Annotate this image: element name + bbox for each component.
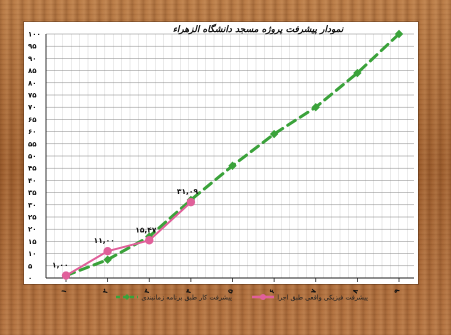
y-tick-label: ۲۰ [28, 226, 37, 234]
data-label: ۱۵,۴۷ [135, 225, 157, 234]
x-tick-label: ۶ [268, 288, 277, 295]
x-tick-label: ۷ [309, 287, 318, 294]
legend-swatch-marker [260, 294, 266, 300]
data-label: ۱,۰۰ [52, 261, 69, 270]
y-tick-label: ۷۰ [28, 104, 37, 112]
x-tick-label: ۳ [143, 287, 152, 294]
y-tick-label: ۴۵ [28, 165, 37, 173]
series-point-0 [103, 255, 112, 264]
series-point-0 [353, 68, 362, 78]
series-point-1 [103, 246, 112, 256]
y-tick-label: ۰ [28, 275, 32, 283]
data-label: ۳۱,۰۹ [177, 187, 199, 196]
y-tick-label: ۹۵ [28, 43, 37, 51]
x-tick-label: ۵ [226, 287, 235, 294]
y-tick-label: ۲۵ [28, 214, 37, 222]
y-tick-label: ۵ [28, 262, 33, 270]
series-line-1 [65, 201, 192, 277]
y-tick-label: ۶۵ [28, 116, 37, 124]
x-tick-label: ۲ [101, 287, 110, 294]
y-tick-label: ۵۵ [28, 140, 37, 148]
x-tick-label: ۹ [393, 287, 402, 294]
y-tick-label: ۵۰ [28, 153, 37, 161]
data-label: ۱۱,۰۰ [94, 236, 115, 245]
plot-panel [24, 22, 418, 284]
series-point-0 [269, 129, 279, 139]
legend-swatch-marker [124, 294, 130, 300]
y-tick-label: ۹۰ [28, 55, 37, 63]
y-tick-label: ۶۰ [28, 128, 37, 136]
y-tick-label: ۷۵ [28, 92, 37, 100]
series-point-0 [394, 29, 404, 39]
legend-label: پیشرفت کار طبق برنامه زمانبندی [141, 294, 232, 302]
x-tick-label: ۸ [351, 287, 360, 294]
y-tick-label: ۴۰ [28, 177, 37, 185]
series-point-1 [186, 197, 196, 207]
x-tick-label: ۱ [60, 288, 69, 295]
y-tick-label: ۸۰ [28, 79, 37, 87]
series-point-0 [228, 161, 237, 170]
series-point-1 [145, 236, 154, 245]
y-tick-label: ۱۵ [28, 238, 37, 246]
y-tick-label: ۱۰ [28, 250, 37, 258]
y-tick-label: ۳۵ [28, 189, 37, 197]
x-tick-label: ۴ [185, 287, 194, 294]
y-tick-label: ۳۰ [28, 201, 37, 209]
y-tick-label: ۸۵ [28, 67, 37, 75]
legend-label: پیشرفت فیزیکی واقعی طبق اجرا [277, 294, 368, 302]
series-line-0 [64, 32, 401, 278]
series-point-0 [311, 103, 320, 112]
y-tick-label: ۱۰۰ [28, 31, 41, 39]
series-point-1 [61, 271, 71, 280]
chart-title: نمودار پیشرفت پروژه مسجد دانشگاه الزهراء [173, 23, 344, 35]
